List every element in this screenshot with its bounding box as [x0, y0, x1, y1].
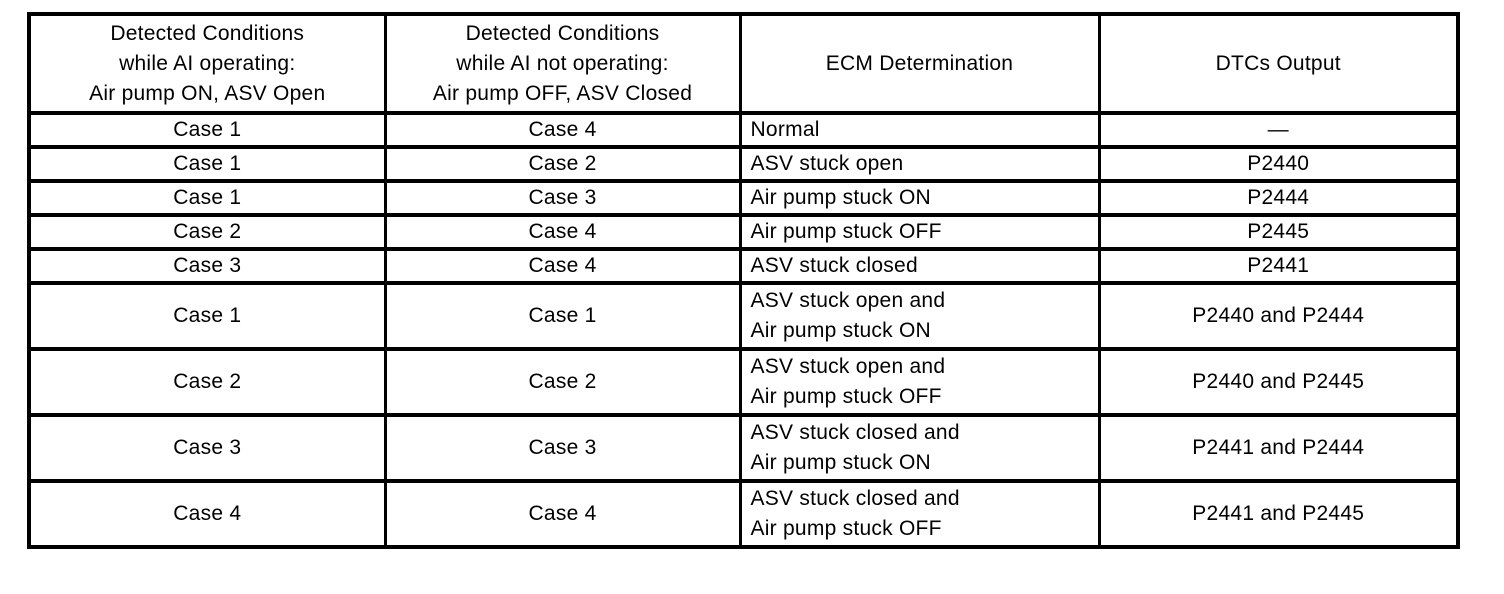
- cell-dtcs-output: P2444: [1097, 179, 1460, 217]
- table-row: Case 2 Case 2 ASV stuck open and Air pum…: [27, 347, 1460, 417]
- cell-ai-not-operating: Case 2: [383, 347, 742, 417]
- col-header-ecm-determination: ECM Determination: [738, 12, 1101, 115]
- cell-ecm-determination: ASV stuck open and Air pump stuck OFF: [738, 347, 1101, 417]
- cell-ai-operating: Case 1: [27, 111, 387, 149]
- cell-ecm-determination: Air pump stuck OFF: [738, 213, 1101, 251]
- col-header-dtcs-output: DTCs Output: [1097, 12, 1460, 115]
- cell-dtcs-output: P2440: [1097, 145, 1460, 183]
- table-row: Case 1 Case 3 Air pump stuck ON P2444: [27, 179, 1460, 217]
- cell-ai-not-operating: Case 1: [383, 281, 742, 351]
- table-row: Case 3 Case 3 ASV stuck closed and Air p…: [27, 413, 1460, 483]
- cell-ai-not-operating: Case 3: [383, 179, 742, 217]
- dtc-detection-logic-table: Detected Conditions while AI operating: …: [27, 12, 1460, 549]
- table-body: Case 1 Case 4 Normal — Case 1 Case 2 ASV…: [27, 111, 1460, 549]
- cell-ai-not-operating: Case 4: [383, 247, 742, 285]
- cell-ai-operating: Case 1: [27, 179, 387, 217]
- table-header: Detected Conditions while AI operating: …: [27, 12, 1460, 115]
- cell-ecm-determination: ASV stuck closed: [738, 247, 1101, 285]
- cell-ecm-determination: ASV stuck closed and Air pump stuck OFF: [738, 479, 1101, 549]
- cell-ecm-determination: Normal: [738, 111, 1101, 149]
- col-header-ai-operating: Detected Conditions while AI operating: …: [27, 12, 387, 115]
- cell-ai-not-operating: Case 4: [383, 479, 742, 549]
- cell-dtcs-output: —: [1097, 111, 1460, 149]
- cell-ecm-determination: ASV stuck open: [738, 145, 1101, 183]
- cell-ai-not-operating: Case 4: [383, 111, 742, 149]
- table-row: Case 4 Case 4 ASV stuck closed and Air p…: [27, 479, 1460, 549]
- cell-dtcs-output: P2440 and P2445: [1097, 347, 1460, 417]
- header-row: Detected Conditions while AI operating: …: [27, 12, 1460, 115]
- table-row: Case 1 Case 1 ASV stuck open and Air pum…: [27, 281, 1460, 351]
- cell-ecm-determination: ASV stuck closed and Air pump stuck ON: [738, 413, 1101, 483]
- cell-ai-not-operating: Case 3: [383, 413, 742, 483]
- cell-ai-operating: Case 2: [27, 213, 387, 251]
- cell-ai-operating: Case 3: [27, 413, 387, 483]
- table-row: Case 1 Case 4 Normal —: [27, 111, 1460, 149]
- cell-ecm-determination: ASV stuck open and Air pump stuck ON: [738, 281, 1101, 351]
- cell-ai-not-operating: Case 4: [383, 213, 742, 251]
- cell-dtcs-output: P2441 and P2444: [1097, 413, 1460, 483]
- table-row: Case 2 Case 4 Air pump stuck OFF P2445: [27, 213, 1460, 251]
- cell-ai-operating: Case 1: [27, 281, 387, 351]
- table-container: Detected Conditions while AI operating: …: [27, 12, 1460, 549]
- cell-ai-not-operating: Case 2: [383, 145, 742, 183]
- cell-ai-operating: Case 3: [27, 247, 387, 285]
- cell-ai-operating: Case 2: [27, 347, 387, 417]
- table-row: Case 3 Case 4 ASV stuck closed P2441: [27, 247, 1460, 285]
- cell-dtcs-output: P2441 and P2445: [1097, 479, 1460, 549]
- col-header-ai-not-operating: Detected Conditions while AI not operati…: [383, 12, 742, 115]
- cell-dtcs-output: P2440 and P2444: [1097, 281, 1460, 351]
- table-row: Case 1 Case 2 ASV stuck open P2440: [27, 145, 1460, 183]
- cell-ai-operating: Case 1: [27, 145, 387, 183]
- cell-ai-operating: Case 4: [27, 479, 387, 549]
- cell-dtcs-output: P2445: [1097, 213, 1460, 251]
- cell-dtcs-output: P2441: [1097, 247, 1460, 285]
- cell-ecm-determination: Air pump stuck ON: [738, 179, 1101, 217]
